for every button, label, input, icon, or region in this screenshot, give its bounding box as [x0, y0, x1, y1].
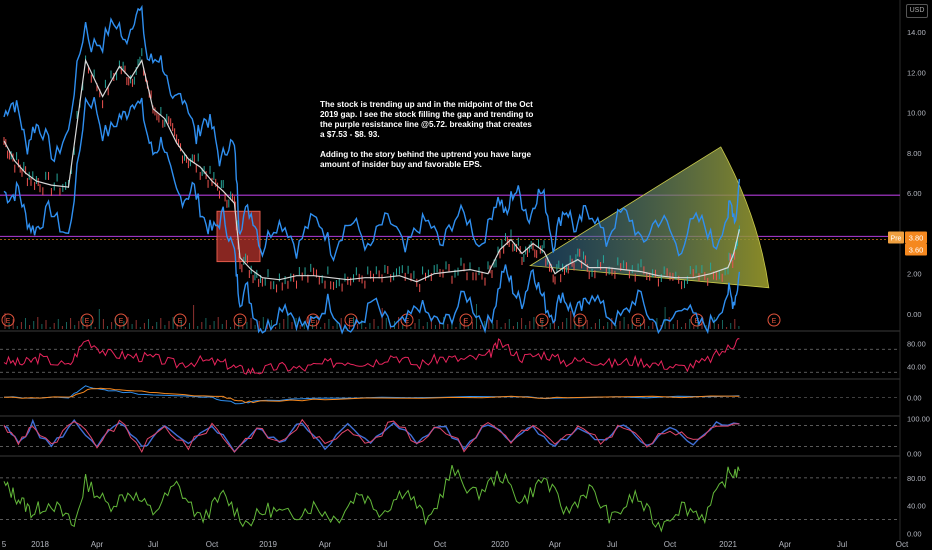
x-tick-label: 2020: [491, 540, 509, 549]
x-tick-label: Jul: [837, 540, 847, 549]
x-tick-label: 2019: [259, 540, 277, 549]
earnings-marker: [459, 313, 473, 327]
x-tick-label: Oct: [664, 540, 677, 549]
x-tick-label: Oct: [206, 540, 219, 549]
x-tick-label: Jul: [377, 540, 387, 549]
earnings-marker: [767, 313, 781, 327]
bollinger-lower: [3, 96, 741, 335]
oscillator-line: [3, 464, 740, 533]
current-price-label-bg: [905, 231, 927, 244]
earnings-marker-label: E: [238, 318, 243, 325]
earnings-marker-label: E: [349, 318, 354, 325]
earnings-marker-label: E: [6, 318, 11, 325]
previous-price-label-bg: [905, 243, 927, 256]
y-tick-label: 40.00: [907, 363, 926, 372]
x-tick-label: Oct: [896, 540, 909, 549]
earnings-marker-label: E: [540, 318, 545, 325]
y-tick-label: 80.00: [907, 474, 926, 483]
stoch-d-line: [3, 418, 740, 453]
earnings-marker-label: E: [636, 318, 641, 325]
x-tick-label: Jul: [148, 540, 158, 549]
y-tick-label: 100.00: [907, 415, 930, 424]
earnings-marker: [535, 313, 549, 327]
annotation-paragraph-1: The stock is trending up and in the midp…: [320, 100, 534, 139]
pre-label-bg: [888, 231, 904, 244]
annotation-paragraph-2: Adding to the story behind the uptrend y…: [320, 150, 532, 169]
y-tick-label: 80.00: [907, 340, 926, 349]
earnings-marker: [573, 313, 587, 327]
y-tick-label: 2.00: [907, 270, 922, 279]
x-tick-label: 2018: [31, 540, 49, 549]
y-tick-label: 10.00: [907, 109, 926, 118]
price-line: [3, 58, 740, 283]
y-tick-label: 6.00: [907, 189, 922, 198]
y-tick-label: 8.00: [907, 149, 922, 158]
earnings-marker-label: E: [311, 318, 316, 325]
pre-label: Pre: [891, 235, 902, 242]
earnings-marker-label: E: [119, 318, 124, 325]
earnings-marker-label: E: [695, 318, 700, 325]
x-tick-label: Oct: [434, 540, 447, 549]
y-tick-label: 0.00: [907, 530, 922, 539]
x-tick-label: Apr: [549, 540, 562, 549]
x-tick-label: 2021: [719, 540, 737, 549]
current-price-label: 3.80: [909, 233, 924, 242]
earnings-marker: [80, 313, 94, 327]
y-tick-label: 12.00: [907, 68, 926, 77]
earnings-marker: [173, 313, 187, 327]
y-tick-label: 0.00: [907, 449, 922, 458]
rsi-line: [3, 338, 740, 375]
y-tick-label: 14.00: [907, 28, 926, 37]
chart-grid: [0, 0, 901, 540]
earnings-marker-label: E: [178, 318, 183, 325]
earnings-marker: [631, 313, 645, 327]
earnings-marker: [114, 313, 128, 327]
projection-cone: [529, 146, 770, 289]
macd-signal: [3, 387, 740, 404]
earnings-marker-label: E: [85, 318, 90, 325]
earnings-marker-label: E: [464, 318, 469, 325]
macd-macd: [3, 385, 740, 405]
previous-price-label: 3.60: [909, 246, 924, 255]
x-tick-label: Jul: [607, 540, 617, 549]
x-tick-label: Apr: [779, 540, 792, 549]
earnings-marker: [1, 313, 15, 327]
y-tick-label: 40.00: [907, 502, 926, 511]
y-tick-label: 0.00: [907, 394, 922, 403]
x-tick-label: 5: [2, 540, 7, 549]
stoch-k-line: [3, 418, 740, 454]
x-tick-label: Apr: [319, 540, 332, 549]
currency-label[interactable]: USD: [906, 4, 928, 18]
chart-ticks: 5 2018 Apr Jul Oct 2019 Apr Jul Oct 2020 Apr Jul Oct…: [2, 28, 930, 549]
earnings-marker-label: E: [405, 318, 410, 325]
bollinger-upper: [3, 4, 741, 262]
earnings-marker-label: E: [578, 318, 583, 325]
earnings-marker: [233, 313, 247, 327]
x-tick-label: Apr: [91, 540, 104, 549]
y-tick-label: 0.00: [907, 310, 922, 319]
chart-series: [3, 4, 741, 533]
chart-annotation: The stock is trending up and in the midp…: [320, 100, 535, 180]
earnings-marker-label: E: [772, 318, 777, 325]
